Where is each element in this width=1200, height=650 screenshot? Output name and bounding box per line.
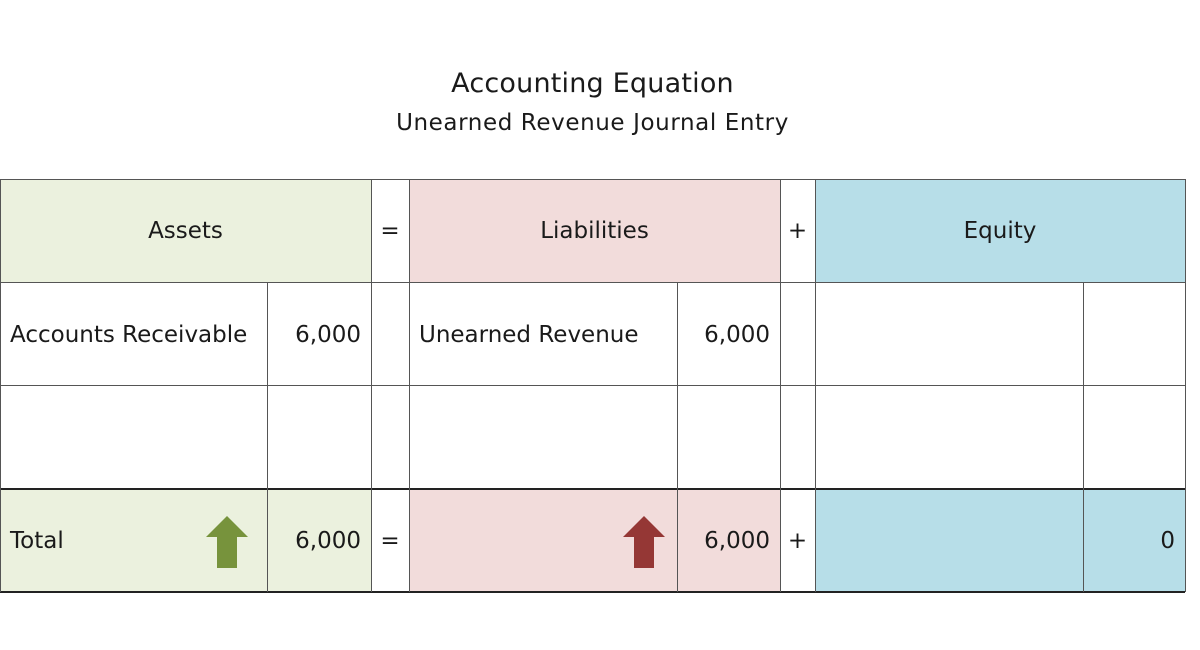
equals-sign-header: =	[380, 218, 400, 244]
asset-account-cell: Accounts Receivable	[10, 322, 248, 348]
grid-line	[409, 179, 410, 592]
liability-account-cell: Unearned Revenue	[419, 322, 639, 348]
total-liabilities-blank	[409, 490, 677, 591]
liabilities-increase-arrow-icon	[623, 516, 665, 568]
asset-account-cell	[0, 387, 267, 489]
grid-line	[0, 282, 1185, 283]
grid-line	[1185, 179, 1186, 592]
equity-header: Equity	[815, 180, 1185, 282]
total-plus-sign: +	[787, 527, 808, 554]
grid-line	[780, 179, 781, 592]
asset-amount-cell: 6,000	[295, 322, 361, 348]
diagram-title: Accounting Equation	[451, 68, 734, 99]
asset-amount-cell	[268, 387, 371, 489]
total-equals-sign: =	[380, 527, 400, 554]
equity-account-cell	[815, 284, 1083, 386]
total-equity-blank	[815, 490, 1083, 591]
plus-sign-header: +	[787, 218, 808, 244]
equity-amount-cell	[1083, 387, 1185, 489]
liability-amount-cell: 6,000	[704, 322, 770, 348]
grid-line	[0, 488, 1185, 490]
grid-line	[371, 179, 372, 592]
assets-increase-arrow-icon	[206, 516, 248, 568]
grid-line	[0, 179, 1185, 180]
grid-line	[267, 282, 268, 592]
liability-amount-cell	[677, 387, 780, 489]
total-equity-amount: 0	[1083, 490, 1185, 591]
grid-line	[0, 385, 1185, 386]
equity-account-cell	[815, 387, 1083, 489]
total-liabilities-amount: 6,000	[677, 490, 780, 591]
assets-header: Assets	[0, 180, 371, 282]
liability-account-cell	[409, 387, 677, 489]
grid-line	[0, 591, 1185, 593]
diagram-subtitle: Unearned Revenue Journal Entry	[396, 110, 789, 136]
grid-line	[815, 179, 816, 592]
liabilities-header: Liabilities	[409, 180, 780, 282]
grid-line	[0, 179, 1, 592]
grid-line	[677, 282, 678, 592]
equity-amount-cell	[1083, 284, 1185, 386]
grid-line	[1083, 282, 1084, 592]
total-assets-amount: 6,000	[268, 490, 371, 591]
